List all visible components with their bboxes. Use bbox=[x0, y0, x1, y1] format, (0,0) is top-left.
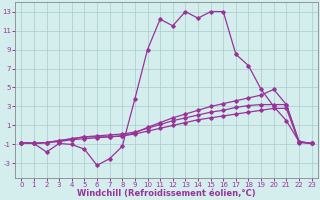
X-axis label: Windchill (Refroidissement éolien,°C): Windchill (Refroidissement éolien,°C) bbox=[77, 189, 256, 198]
